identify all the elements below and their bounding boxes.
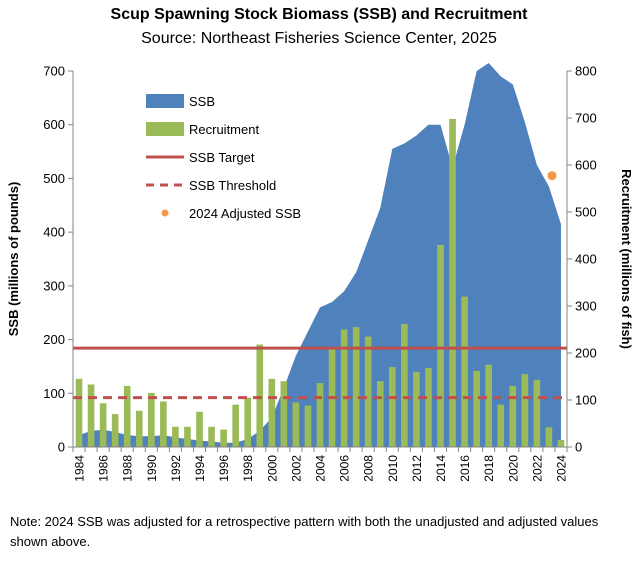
recruitment-bar bbox=[232, 404, 239, 447]
legend-threshold-label: SSB Threshold bbox=[189, 178, 276, 193]
y-right-tick-label: 200 bbox=[575, 346, 597, 361]
y-left-tick-label: 600 bbox=[43, 117, 65, 132]
recruitment-bar bbox=[545, 427, 553, 447]
recruitment-bar bbox=[268, 378, 276, 447]
x-tick-label: 2004 bbox=[314, 455, 328, 482]
y-right-tick-label: 300 bbox=[575, 299, 597, 314]
recruitment-bar bbox=[256, 344, 264, 447]
y-left-tick-label: 0 bbox=[58, 440, 65, 455]
x-tick-label: 1996 bbox=[217, 455, 231, 482]
recruitment-bar bbox=[376, 381, 384, 447]
x-tick-label: 2016 bbox=[458, 455, 472, 482]
recruitment-bar bbox=[557, 439, 565, 447]
ssb-recruitment-chart: 0 100 200 300 400 500 600 700 0 100 200 300 400 500 60… bbox=[6, 62, 634, 482]
x-tick-label: 2018 bbox=[482, 455, 496, 482]
recruitment-bar bbox=[292, 402, 300, 447]
recruitment-bar bbox=[220, 429, 227, 447]
x-tick-label: 1998 bbox=[241, 455, 255, 482]
x-tick-label: 1990 bbox=[145, 455, 159, 482]
recruitment-bar bbox=[304, 405, 312, 447]
recruitment-bar bbox=[280, 381, 288, 447]
recruitment-bar bbox=[99, 403, 107, 447]
y-right-tick-label: 500 bbox=[575, 205, 597, 220]
x-tick-label: 1984 bbox=[73, 455, 87, 482]
recruitment-bar bbox=[172, 426, 179, 447]
recruitment-bar bbox=[533, 379, 541, 447]
y-left-tick-label: 100 bbox=[43, 386, 65, 401]
recruitment-bar bbox=[123, 385, 131, 447]
recruitment-bar bbox=[401, 323, 408, 447]
y-left-tick-label: 700 bbox=[43, 64, 65, 79]
x-tick-label: 2006 bbox=[338, 455, 352, 482]
chart-note: Note: 2024 SSB was adjusted for a retros… bbox=[10, 514, 599, 549]
x-tick-label: 2012 bbox=[410, 455, 424, 482]
recruitment-bar bbox=[449, 118, 456, 447]
recruitment-bar bbox=[208, 426, 215, 447]
recruitment-bar bbox=[461, 296, 468, 447]
y-right-axis-title: Recruitment (millions of fish) bbox=[619, 169, 634, 349]
legend-adjusted-swatch bbox=[161, 209, 169, 217]
recruitment-bar bbox=[521, 374, 529, 447]
recruitment-bar bbox=[184, 426, 191, 447]
recruitment-bar bbox=[340, 329, 348, 447]
recruitment-bar bbox=[196, 411, 203, 447]
recruitment-bar bbox=[388, 367, 396, 447]
recruitment-bar bbox=[148, 392, 155, 447]
recruitment-bar bbox=[497, 404, 505, 447]
x-tick-label: 2002 bbox=[289, 455, 303, 482]
legend-adjusted-label: 2024 Adjusted SSB bbox=[189, 206, 301, 221]
x-tick-label: 1992 bbox=[169, 455, 183, 482]
x-tick-label: 2020 bbox=[506, 455, 520, 482]
x-tick-label: 1986 bbox=[97, 455, 111, 482]
y-right-tick-label: 0 bbox=[575, 440, 582, 455]
recruitment-bar bbox=[437, 244, 444, 447]
y-left-tick-label: 300 bbox=[43, 278, 65, 293]
recruitment-bar bbox=[87, 384, 95, 447]
recruitment-bar bbox=[509, 385, 517, 447]
recruitment-bar bbox=[111, 414, 119, 447]
legend-recruitment-label: Recruitment bbox=[189, 122, 259, 137]
recruitment-bar bbox=[352, 327, 360, 447]
x-tick-label: 2010 bbox=[386, 455, 400, 482]
legend-ssb-swatch bbox=[146, 94, 184, 108]
x-tick-label: 2024 bbox=[554, 455, 568, 482]
y-left-tick-label: 400 bbox=[43, 225, 65, 240]
recruitment-bar bbox=[413, 371, 420, 447]
x-tick-label: 2000 bbox=[265, 455, 279, 482]
y-left-axis-title: SSB (millions of pounds) bbox=[6, 182, 21, 337]
y-right-tick-label: 700 bbox=[575, 111, 597, 126]
x-tick-label: 2008 bbox=[362, 455, 376, 482]
y-right-tick-label: 400 bbox=[575, 252, 597, 267]
x-tick-label: 1994 bbox=[193, 455, 207, 482]
x-tick-label: 1988 bbox=[121, 455, 135, 482]
chart-title: Scup Spawning Stock Biomass (SSB) and Re… bbox=[110, 6, 528, 23]
legend-recruitment-swatch bbox=[146, 122, 184, 136]
chart-subtitle: Source: Northeast Fisheries Science Cent… bbox=[141, 30, 497, 47]
recruitment-bar bbox=[75, 378, 83, 447]
recruitment-bar bbox=[135, 410, 143, 447]
recruitment-bar bbox=[244, 397, 252, 447]
adjusted-ssb-point bbox=[547, 171, 557, 181]
y-left-tick-label: 200 bbox=[43, 332, 65, 347]
legend-target-label: SSB Target bbox=[189, 150, 255, 165]
recruitment-bar bbox=[316, 383, 324, 447]
y-left-tick-label: 500 bbox=[43, 171, 65, 186]
recruitment-bar bbox=[473, 370, 480, 447]
recruitment-bar bbox=[485, 364, 492, 447]
y-right-tick-label: 800 bbox=[575, 64, 597, 79]
x-tick-label: 2022 bbox=[530, 455, 544, 482]
x-tick-label: 2014 bbox=[434, 455, 448, 482]
y-right-tick-label: 100 bbox=[575, 393, 597, 408]
recruitment-bar bbox=[425, 368, 432, 447]
y-right-tick-label: 600 bbox=[575, 158, 597, 173]
recruitment-bar bbox=[160, 401, 167, 447]
recruitment-bar bbox=[364, 336, 372, 447]
legend-ssb-label: SSB bbox=[189, 94, 215, 109]
